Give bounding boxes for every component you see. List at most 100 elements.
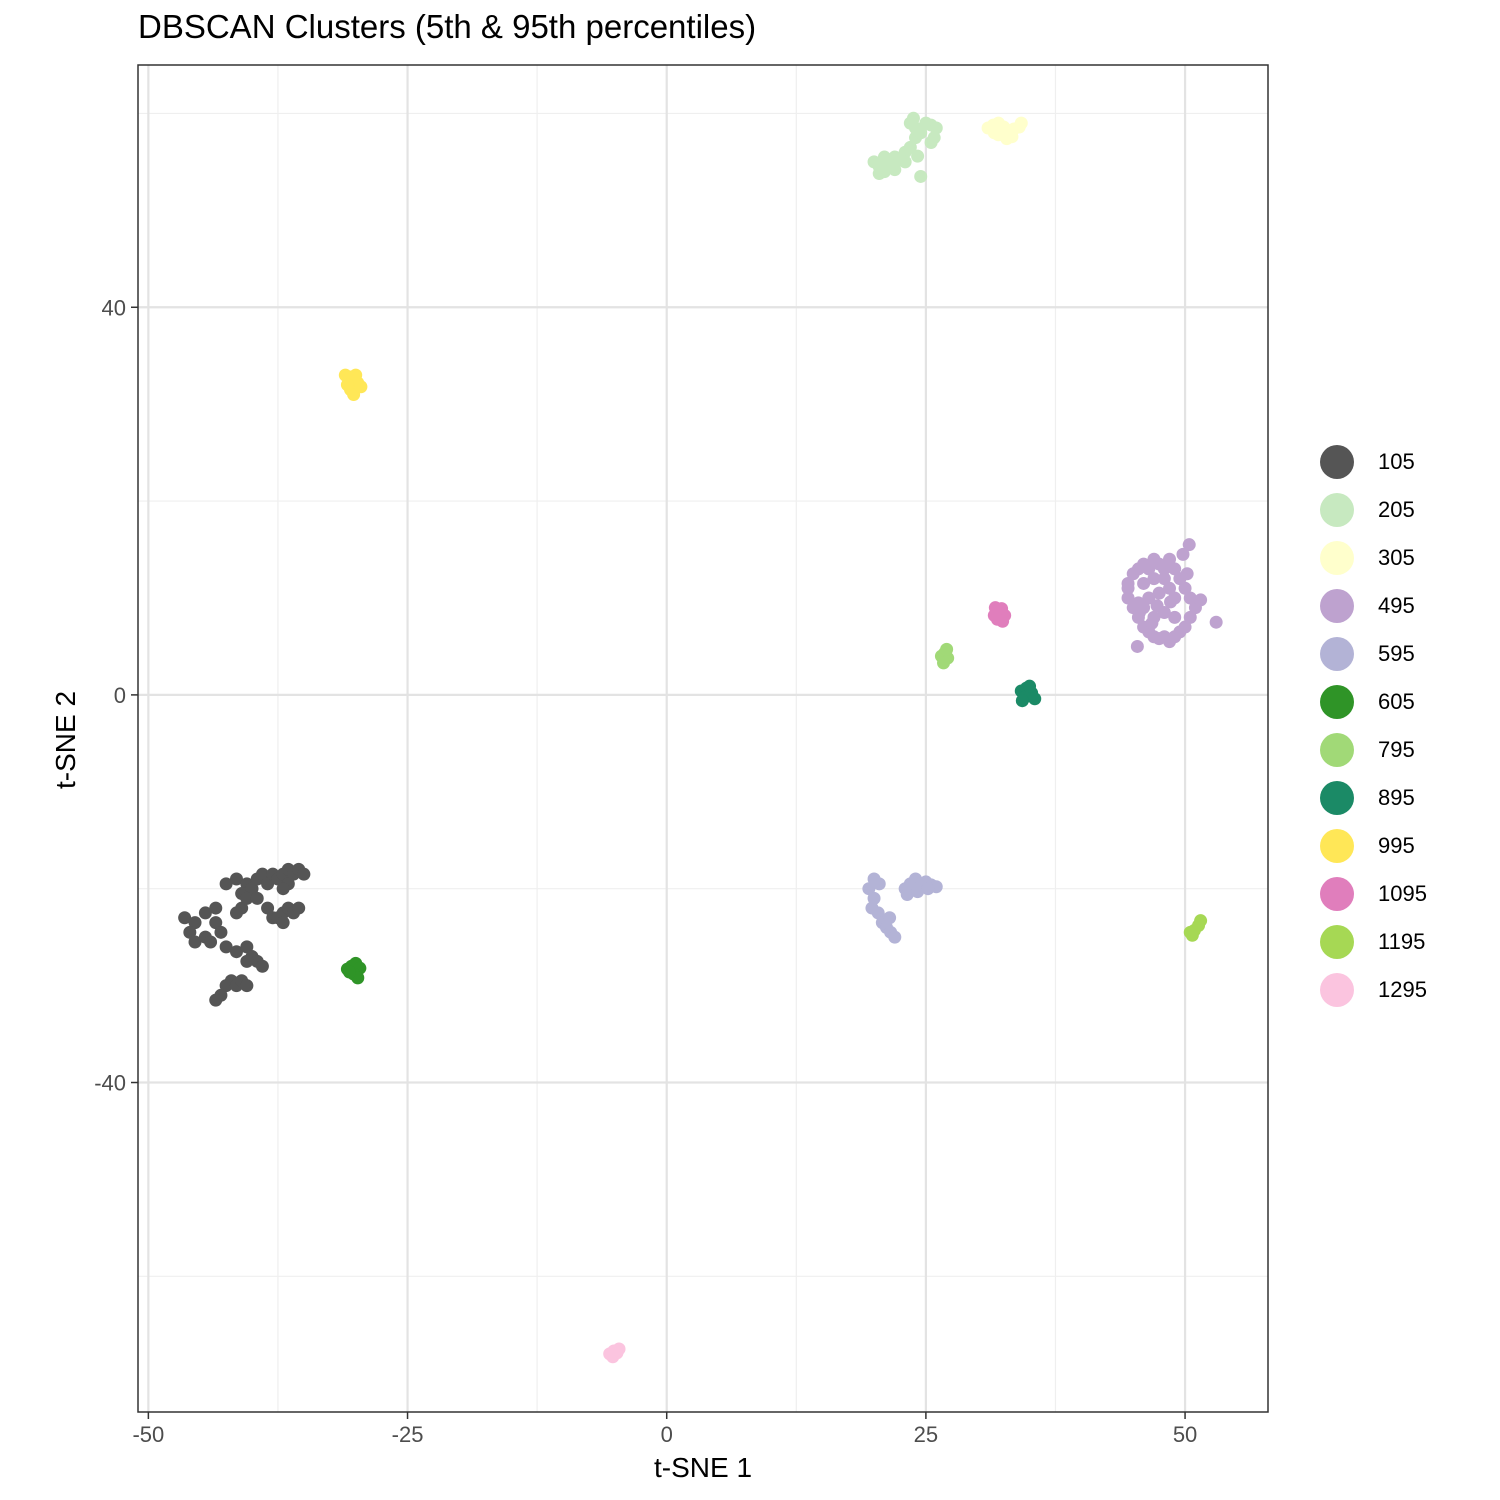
legend-label: 205	[1378, 497, 1415, 522]
legend-key	[1320, 685, 1354, 719]
point-cluster-105	[245, 882, 259, 896]
point-cluster-305	[1014, 116, 1028, 130]
point-cluster-205	[903, 140, 917, 154]
point-cluster-305	[987, 126, 1001, 140]
point-cluster-595	[888, 930, 902, 944]
point-cluster-495	[1152, 586, 1166, 600]
point-cluster-495	[1164, 595, 1178, 609]
major-gridlines	[138, 65, 1268, 1412]
point-cluster-1095	[988, 601, 1002, 615]
legend-label: 995	[1378, 833, 1415, 858]
legend-key	[1320, 781, 1354, 815]
point-cluster-495	[1121, 591, 1135, 605]
legend-item-1195: 1195	[1320, 918, 1490, 966]
point-cluster-595	[872, 877, 886, 891]
point-cluster-105	[240, 979, 254, 993]
legend-label: 305	[1378, 545, 1415, 570]
point-cluster-495	[1163, 552, 1177, 566]
point-cluster-795	[937, 656, 951, 670]
plot-border	[137, 64, 1269, 1413]
point-cluster-205	[929, 121, 943, 135]
point-cluster-495	[1147, 572, 1161, 586]
point-cluster-495	[1182, 538, 1196, 552]
point-cluster-995	[354, 380, 368, 394]
point-cluster-205	[914, 169, 928, 183]
legend-label: 495	[1378, 593, 1415, 618]
point-cluster-595	[867, 891, 881, 905]
legend-key	[1320, 637, 1354, 671]
legend-label: 105	[1378, 449, 1415, 474]
point-cluster-495	[1142, 562, 1156, 576]
point-cluster-495	[1132, 606, 1146, 620]
point-cluster-495	[1168, 562, 1182, 576]
legend-key	[1320, 493, 1354, 527]
point-cluster-495	[1180, 567, 1194, 581]
point-cluster-105	[209, 901, 223, 915]
point-cluster-105	[219, 979, 233, 993]
legend-label: 1195	[1378, 929, 1426, 954]
legend-item-795: 795	[1320, 726, 1490, 774]
point-cluster-305	[1005, 130, 1019, 144]
legend-label: 1095	[1378, 881, 1427, 906]
legend-item-205: 205	[1320, 486, 1490, 534]
point-cluster-205	[906, 111, 920, 125]
point-cluster-105	[214, 925, 228, 939]
legend-label: 895	[1378, 785, 1415, 810]
point-cluster-495	[1176, 547, 1190, 561]
point-cluster-495	[1168, 610, 1182, 624]
point-cluster-595	[921, 882, 935, 896]
legend-key	[1320, 589, 1354, 623]
point-cluster-205	[888, 163, 902, 177]
legend-label: 595	[1378, 641, 1415, 666]
point-cluster-105	[219, 877, 233, 891]
point-cluster-105	[240, 891, 254, 905]
point-cluster-105	[229, 906, 243, 920]
point-cluster-595	[883, 911, 897, 925]
legend-key	[1320, 829, 1354, 863]
y-tick-label: -40	[94, 1071, 126, 1096]
legend-label: 605	[1378, 689, 1415, 714]
point-cluster-105	[188, 935, 202, 949]
point-cluster-495	[1130, 639, 1144, 653]
point-cluster-595	[900, 888, 914, 902]
legend: 105 205 305 495 595 605 795 895 995 1095 1195 1295	[1320, 438, 1490, 1014]
point-cluster-105	[183, 925, 197, 939]
x-tick-label: -50	[132, 1422, 164, 1447]
legend-key	[1320, 541, 1354, 575]
point-cluster-895	[1023, 679, 1037, 693]
legend-key	[1320, 925, 1354, 959]
point-cluster-105	[240, 940, 254, 954]
point-cluster-495	[1183, 591, 1197, 605]
data-points	[178, 111, 1223, 1364]
point-cluster-895	[1028, 692, 1042, 706]
point-cluster-895	[1015, 694, 1029, 708]
point-cluster-495	[1150, 599, 1164, 613]
plot-panel	[138, 65, 1268, 1412]
point-cluster-105	[188, 916, 202, 930]
legend-item-605: 605	[1320, 678, 1490, 726]
point-cluster-105	[292, 901, 306, 915]
legend-label: 1295	[1378, 977, 1427, 1002]
x-tick-label: 50	[1173, 1422, 1197, 1447]
point-cluster-495	[1209, 615, 1223, 629]
legend-item-895: 895	[1320, 774, 1490, 822]
point-cluster-105	[240, 954, 254, 968]
minor-gridlines	[138, 65, 1268, 1412]
legend-item-105: 105	[1320, 438, 1490, 486]
legend-key	[1320, 877, 1354, 911]
point-cluster-795	[940, 642, 954, 656]
point-cluster-105	[229, 872, 243, 886]
point-cluster-495	[1157, 562, 1171, 576]
point-cluster-105	[209, 916, 223, 930]
point-cluster-605	[342, 965, 356, 979]
point-cluster-105	[261, 901, 275, 915]
point-cluster-1295	[610, 1346, 624, 1360]
legend-item-495: 495	[1320, 582, 1490, 630]
legend-key	[1320, 445, 1354, 479]
legend-key	[1320, 973, 1354, 1007]
legend-key	[1320, 733, 1354, 767]
point-cluster-105	[276, 882, 290, 896]
point-cluster-1195	[1185, 928, 1199, 942]
